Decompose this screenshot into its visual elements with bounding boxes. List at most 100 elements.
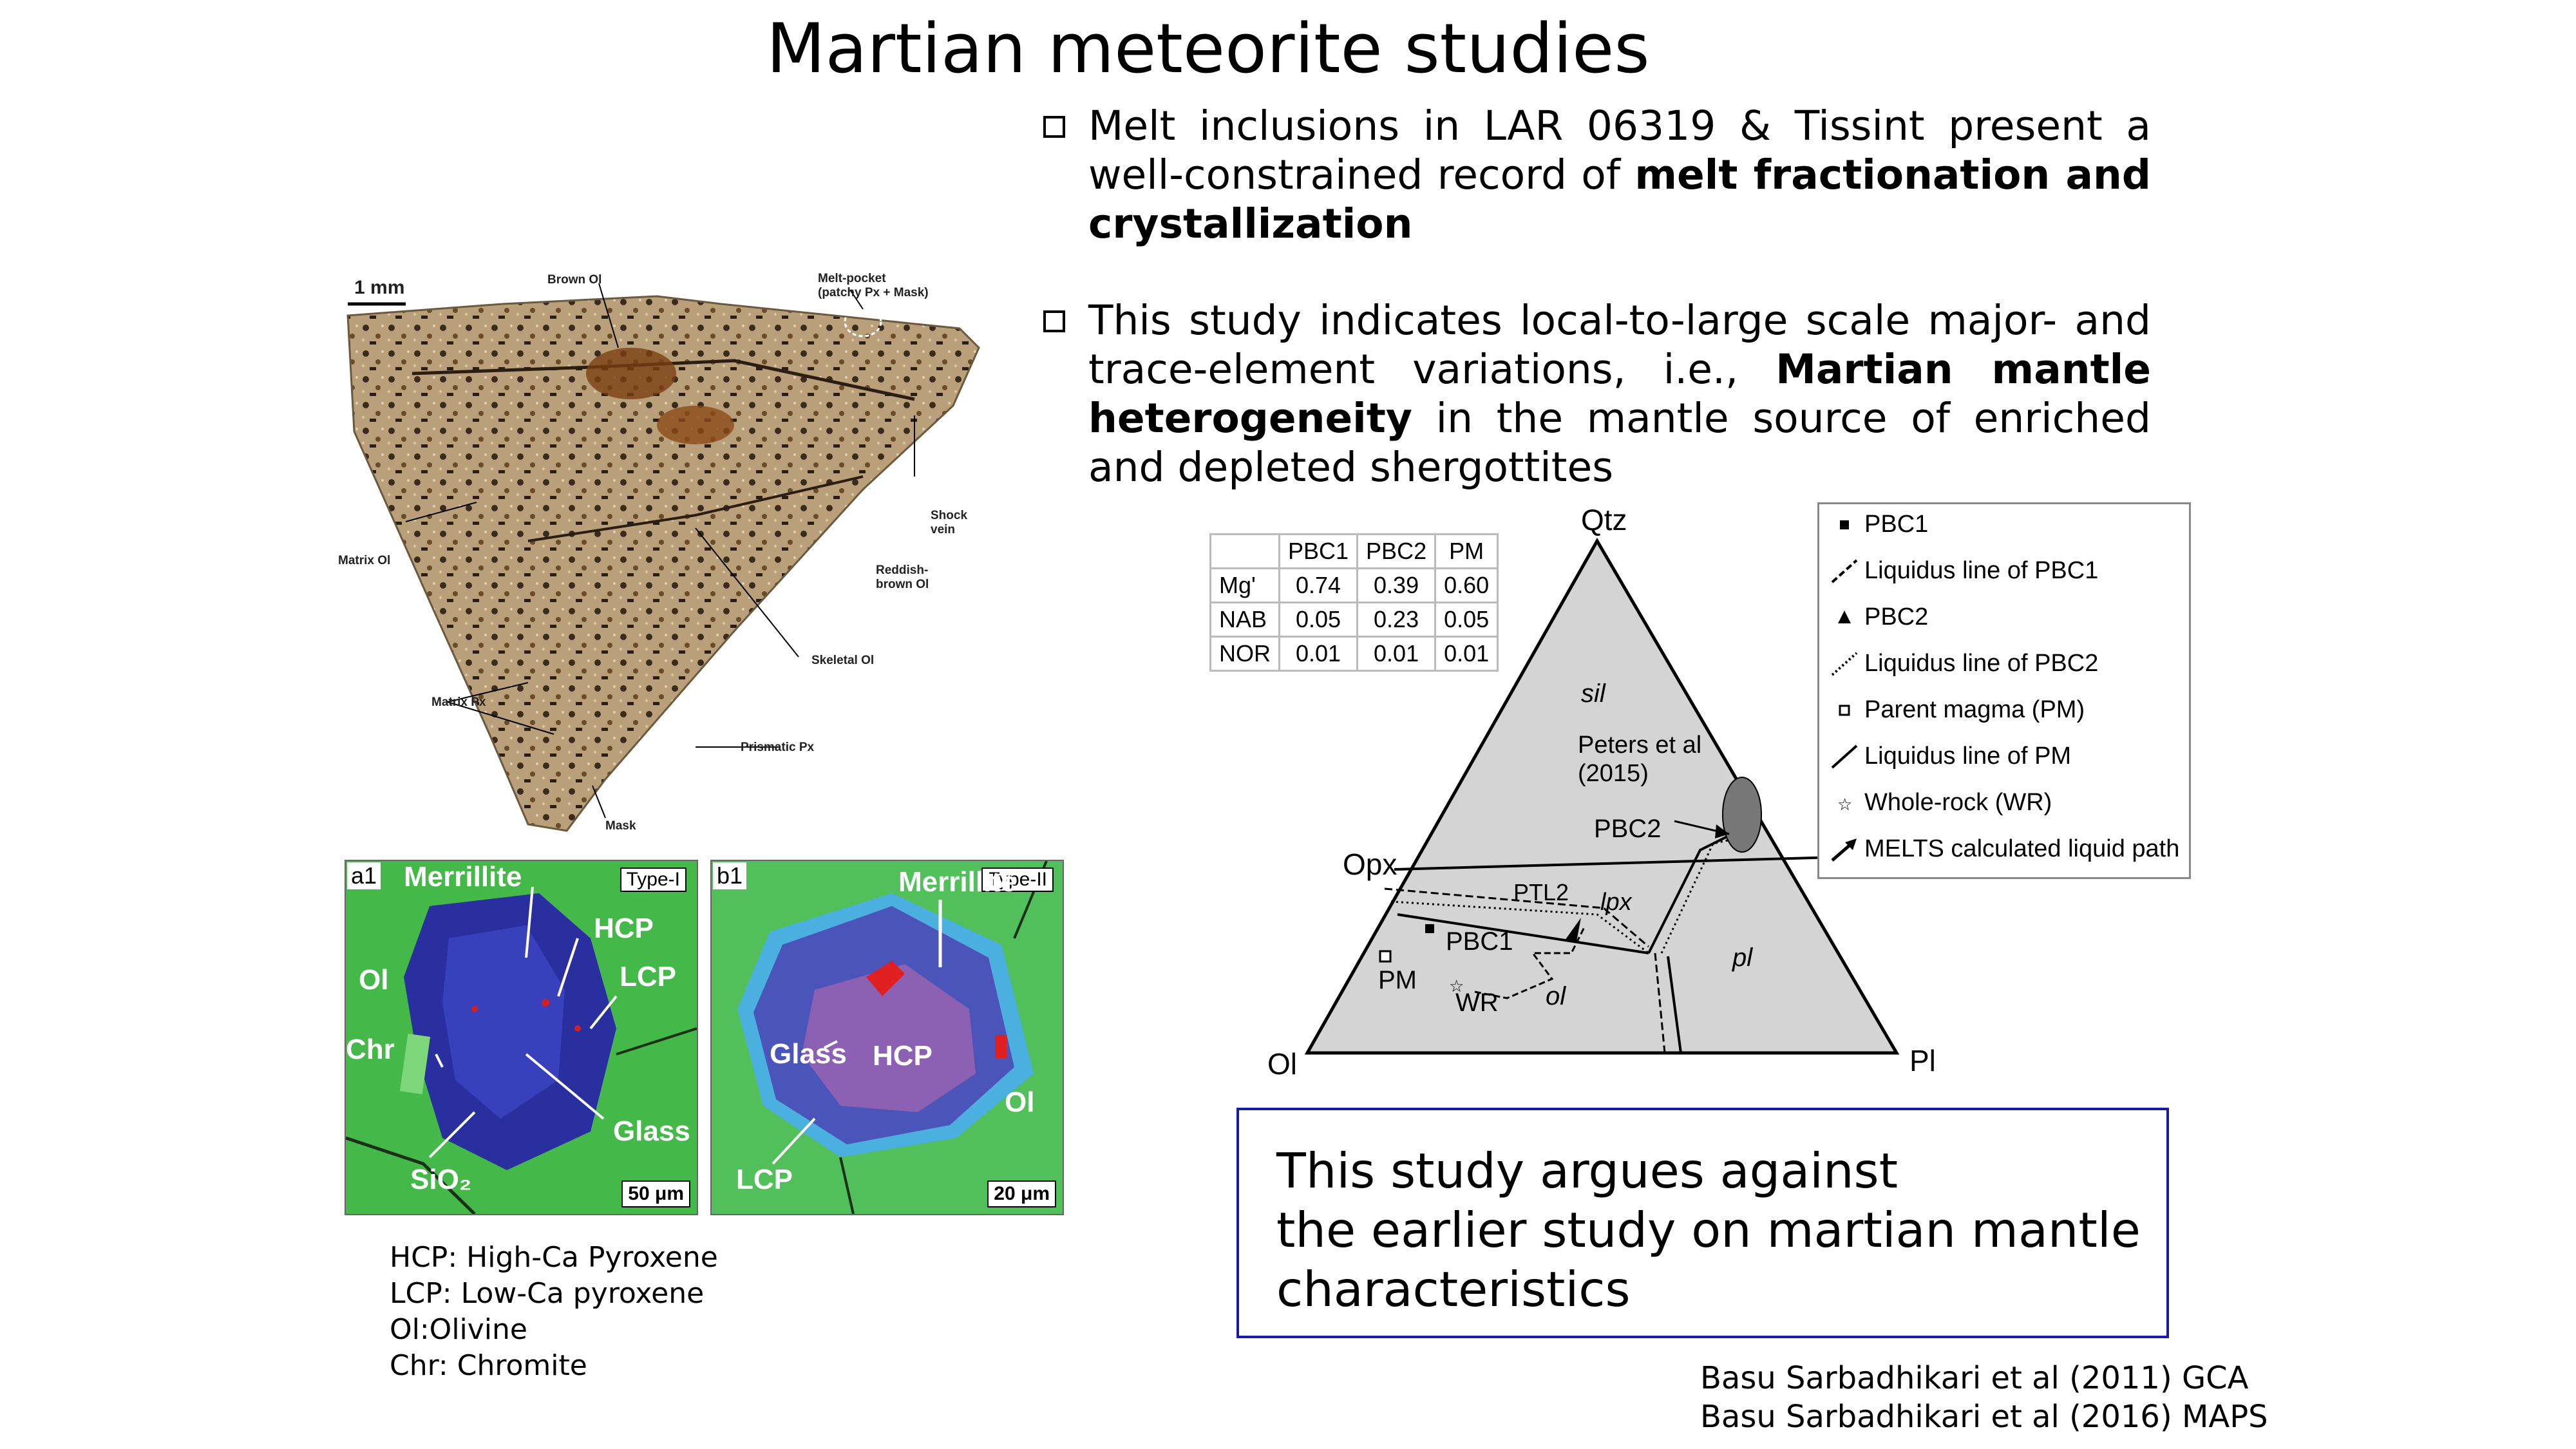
type-tag-a1: Type-I bbox=[620, 867, 687, 892]
label-glass-a1: Glass bbox=[613, 1115, 690, 1147]
table-cell: 0.01 bbox=[1356, 636, 1437, 672]
ternary-apex-ol: Ol bbox=[1267, 1047, 1297, 1081]
legend-label: Liquidus line of PBC1 bbox=[1864, 557, 2099, 584]
label-matrix-ol: Matrix Ol bbox=[338, 554, 391, 567]
table-cell: 0.05 bbox=[1434, 601, 1499, 638]
label-shock-vein: Shock vein bbox=[931, 509, 968, 536]
ternary-apex-qtz: Qtz bbox=[1581, 503, 1627, 536]
svg-text:☆: ☆ bbox=[1837, 795, 1852, 815]
abbrev-item: Ol:Olivine bbox=[390, 1313, 527, 1346]
conclusion-line: characteristics bbox=[1276, 1261, 1631, 1318]
composition-table: PBC1 PBC2 PM Mg' 0.74 0.39 0.60 NAB 0.05… bbox=[1209, 533, 1499, 672]
bullet-bold-text: Martian mantle heterogeneity bbox=[1088, 346, 2152, 442]
field-sil: sil bbox=[1581, 679, 1605, 708]
table-cell: 0.01 bbox=[1278, 636, 1359, 672]
table-row: NOR 0.01 0.01 0.01 bbox=[1209, 636, 1499, 672]
table-cell: NOR bbox=[1209, 636, 1280, 672]
bullet-mantle-heterogeneity: This study indicates local-to-large scal… bbox=[1043, 296, 2152, 492]
arrow-icon bbox=[1828, 836, 1861, 863]
legend-item: Liquidus line of PBC2 bbox=[1828, 650, 2098, 677]
conclusion-box: This study argues against the earlier st… bbox=[1236, 1108, 2169, 1338]
abbrev-item: HCP: High-Ca Pyroxene bbox=[390, 1241, 718, 1274]
filled-triangle-icon bbox=[1828, 604, 1861, 631]
label-merrillite-a1: Merrillite bbox=[404, 861, 522, 893]
bullet-melt-inclusions: Melt inclusions in LAR 06319 & Tissint p… bbox=[1043, 102, 2151, 249]
checkbox-bullet-icon bbox=[1043, 310, 1065, 332]
bullet-text: This study indicates local-to-large scal… bbox=[1088, 297, 2151, 393]
field-lpx: lpx bbox=[1600, 889, 1632, 916]
label-chr-a1: Chr bbox=[346, 1034, 395, 1065]
abbrev-item: LCP: Low-Ca pyroxene bbox=[390, 1277, 705, 1310]
ternary-opx-label: Opx bbox=[1343, 848, 1397, 881]
dotted-line-icon bbox=[1828, 650, 1861, 677]
legend-label: Liquidus line of PBC2 bbox=[1864, 650, 2099, 677]
table-header-cell bbox=[1209, 533, 1280, 569]
legend-label: MELTS calculated liquid path bbox=[1864, 835, 2180, 862]
ternary-apex-pl: Pl bbox=[1909, 1044, 1936, 1077]
point-label-wr: WR bbox=[1455, 989, 1499, 1017]
micrograph-b1: b1 Type-II Merrillite Glass HCP Ol LCP 2… bbox=[710, 860, 1064, 1215]
thin-section-image bbox=[341, 270, 980, 832]
label-prismatic-px: Prismatic Px bbox=[741, 741, 815, 754]
legend-item: MELTS calculated liquid path bbox=[1828, 835, 2179, 863]
field-ol: ol bbox=[1546, 982, 1566, 1010]
type-tag-b1: Type-II bbox=[981, 867, 1054, 892]
reference-item: Basu Sarbadhikari et al (2016) MAPS bbox=[1700, 1399, 2268, 1435]
ternary-legend: PBC1 Liquidus line of PBC1 PBC2 Liquidus… bbox=[1817, 502, 2191, 879]
legend-item: PBC2 bbox=[1828, 603, 1928, 631]
abbreviation-list: HCP: High-Ca Pyroxene LCP: Low-Ca pyroxe… bbox=[390, 1240, 718, 1384]
filled-square-icon bbox=[1828, 511, 1861, 538]
bullet-text: Melt inclusions in LAR 06319 & Tissint p… bbox=[1088, 102, 2151, 198]
micrograph-a1-image bbox=[346, 886, 697, 1214]
star-icon: ☆ bbox=[1828, 790, 1861, 817]
peters-label: Peters et al (2015) bbox=[1578, 732, 1702, 787]
label-glass-b1: Glass bbox=[770, 1038, 847, 1070]
dash-line-icon bbox=[1828, 558, 1861, 585]
label-reddish-brown-ol: Reddish- brown Ol bbox=[876, 564, 929, 591]
slide-title: Martian meteorite studies bbox=[766, 9, 1650, 88]
legend-item: Liquidus line of PBC1 bbox=[1828, 557, 2098, 585]
micrograph-a1: a1 Type-I Merrillite HCP LCP Ol Chr Glas… bbox=[345, 860, 698, 1215]
scale-bar-b1: 20 μm bbox=[987, 1180, 1056, 1208]
label-lcp-b1: LCP bbox=[736, 1164, 793, 1195]
panel-label-a1: a1 bbox=[347, 862, 381, 889]
table-header-cell: PBC1 bbox=[1278, 533, 1359, 569]
table-cell: Mg' bbox=[1209, 567, 1280, 603]
table-cell: 0.05 bbox=[1278, 601, 1359, 638]
label-hcp-b1: HCP bbox=[873, 1040, 933, 1072]
table-cell: 0.39 bbox=[1356, 567, 1437, 603]
ternary-diagram: ☆ bbox=[1304, 537, 1900, 1055]
checkbox-bullet-icon bbox=[1043, 116, 1065, 138]
svg-text:☆: ☆ bbox=[1449, 977, 1464, 996]
legend-label: Parent magma (PM) bbox=[1864, 696, 2085, 723]
legend-item: PBC1 bbox=[1828, 511, 1928, 538]
table-cell: 0.74 bbox=[1278, 567, 1359, 603]
label-matrix-px: Matrix Px bbox=[431, 696, 486, 709]
label-merrillite-b1: Merrillite bbox=[898, 866, 1017, 898]
label-lcp-a1: LCP bbox=[620, 961, 676, 992]
point-label-pbc1: PBC1 bbox=[1446, 927, 1513, 956]
table-header-row: PBC1 PBC2 PM bbox=[1209, 533, 1499, 569]
table-cell: 0.01 bbox=[1434, 636, 1499, 672]
label-sio2-a1: SiO₂ bbox=[410, 1164, 472, 1195]
label-ol-a1: Ol bbox=[359, 964, 389, 996]
label-mask: Mask bbox=[605, 819, 636, 833]
label-skeletal-ol: Skeletal Ol bbox=[811, 654, 875, 667]
legend-label: PBC1 bbox=[1864, 511, 1929, 538]
point-label-ptl2: PTL2 bbox=[1513, 879, 1569, 905]
label-ol-b1: Ol bbox=[1005, 1086, 1035, 1118]
solid-line-icon bbox=[1828, 743, 1861, 770]
bullet-text-tail: in the mantle source of enriched and dep… bbox=[1088, 395, 2151, 491]
open-square-icon bbox=[1828, 697, 1861, 724]
legend-item: Parent magma (PM) bbox=[1828, 696, 2085, 724]
panel-label-b1: b1 bbox=[713, 862, 747, 889]
reference-item: Basu Sarbadhikari et al (2011) GCA bbox=[1700, 1360, 2249, 1396]
conclusion-line: the earlier study on martian mantle bbox=[1276, 1202, 2141, 1258]
label-hcp-a1: HCP bbox=[594, 913, 654, 944]
scale-bar-a1: 50 μm bbox=[621, 1180, 690, 1208]
table-cell: 0.60 bbox=[1434, 567, 1499, 603]
table-row: NAB 0.05 0.23 0.05 bbox=[1209, 601, 1499, 638]
micrograph-b1-image bbox=[737, 861, 1048, 1214]
table-header-cell: PM bbox=[1434, 533, 1499, 569]
point-label-pbc2: PBC2 bbox=[1594, 815, 1662, 843]
